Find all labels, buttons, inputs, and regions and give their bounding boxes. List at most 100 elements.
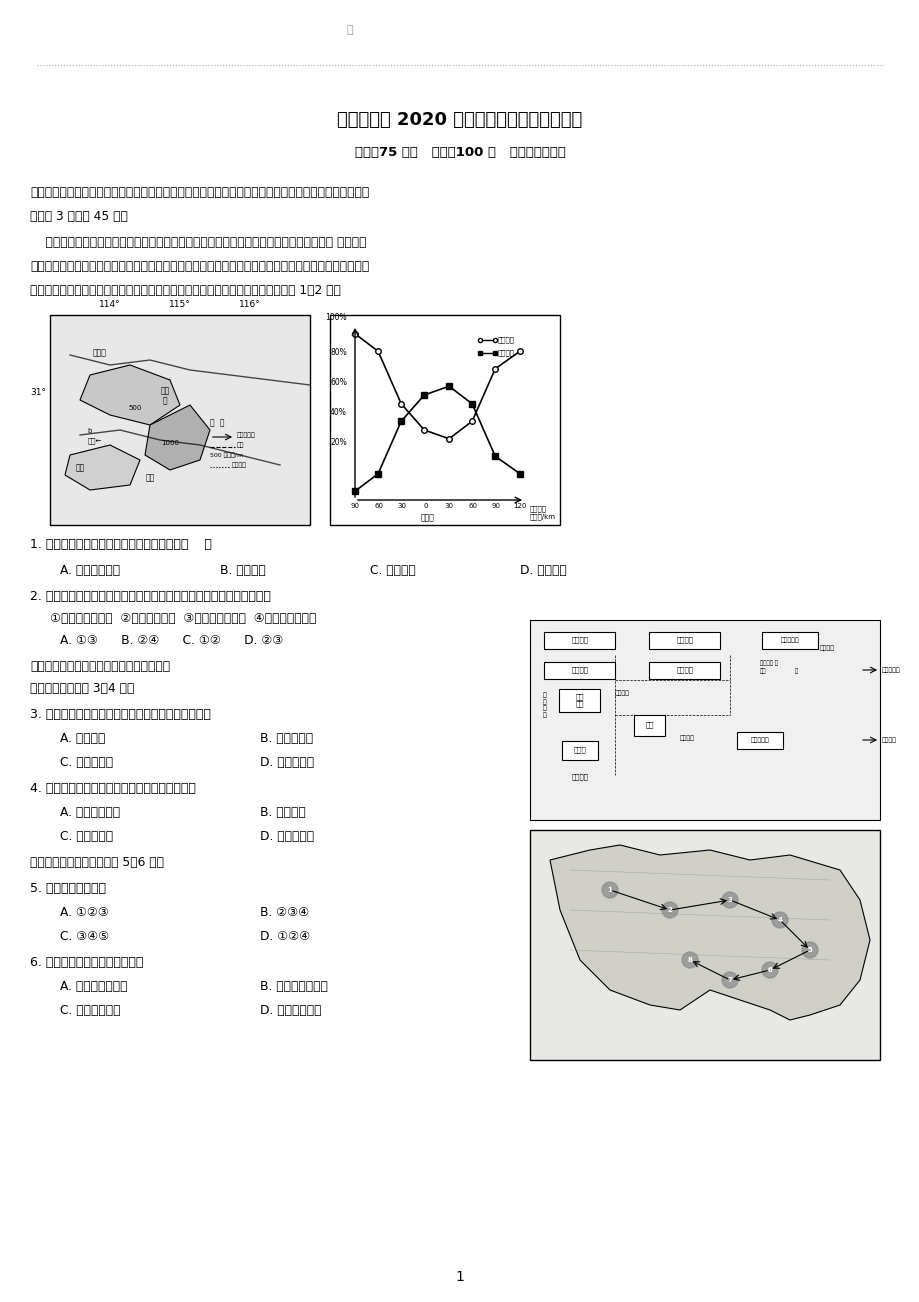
Text: C. ③④⑤: C. ③④⑤ [60,931,109,944]
Text: 调控运输: 调控运输 [679,736,694,741]
Text: 3. 该企业把家具加工厂选择在越南，主要是因为越南: 3. 该企业把家具加工厂选择在越南，主要是因为越南 [30,708,210,721]
Text: 5. 图中输送水电的是: 5. 图中输送水电的是 [30,883,106,896]
Text: 调查路线: 调查路线 [232,462,246,467]
Text: 4: 4 [777,917,782,923]
Text: 6. 煤炭富集地区输出火电有利于: 6. 煤炭富集地区输出火电有利于 [30,957,143,970]
Text: 岳阳市一中 2020 年高二第三次质量检测地理: 岳阳市一中 2020 年高二第三次质量检测地理 [337,111,582,129]
Text: D. 减少当地污染: D. 减少当地污染 [260,1005,321,1017]
Bar [529,620,879,820]
Text: 山脉: 山脉 [237,443,244,448]
Text: 旱地作物: 旱地作物 [497,337,515,344]
Text: B. 大别山区: B. 大别山区 [220,565,266,578]
Text: D. 交通通达度: D. 交通通达度 [260,831,313,844]
Text: 与信阳市: 与信阳市 [529,505,547,512]
FancyBboxPatch shape [761,631,817,648]
Circle shape [801,943,817,958]
Circle shape [771,911,788,928]
Text: 500 等高线/m: 500 等高线/m [210,452,243,458]
Text: 100%: 100% [325,312,346,322]
Text: D. 市场需求大: D. 市场需求大 [260,756,313,769]
Text: 山: 山 [163,396,167,405]
Text: 每小题 3 分，共 45 分）: 每小题 3 分，共 45 分） [30,210,128,223]
FancyBboxPatch shape [562,741,597,759]
Text: 2. 近年来，水旱农业兼作地区的水田农业比重显著下降，其原因可能有: 2. 近年来，水旱农业兼作地区的水田农业比重显著下降，其原因可能有 [30,591,270,604]
Text: 经过大别山区到湖北孝感市之间的水田和旱作农业分布做出的调查结果。据此完成 1～2 题。: 经过大别山区到湖北孝感市之间的水田和旱作农业分布做出的调查结果。据此完成 1～2… [30,284,341,297]
FancyBboxPatch shape [736,732,782,749]
Text: 考
察
交
物: 考 察 交 物 [542,693,546,717]
Text: 2: 2 [667,907,672,913]
FancyBboxPatch shape [649,661,720,678]
Text: 40%: 40% [330,408,346,417]
Text: 阅读西电东送示意图，回答 5～6 题：: 阅读西电东送示意图，回答 5～6 题： [30,857,164,870]
Text: 信阳市: 信阳市 [93,348,107,357]
Text: 31°: 31° [30,388,46,397]
Text: 送货安装: 送货安装 [571,773,588,780]
Circle shape [721,973,737,988]
Text: 一个宽广的水旱农业交错带。下图示意河南省某中学地理兴趣小组的学生对从华北平原上的驻马店市向南: 一个宽广的水旱农业交错带。下图示意河南省某中学地理兴趣小组的学生对从华北平原上的… [30,259,369,272]
Text: 6: 6 [766,967,772,973]
Text: 30: 30 [397,503,406,509]
Text: 4. 该企业在城市布局仓库时考虑的最主要因素是: 4. 该企业在城市布局仓库时考虑的最主要因素是 [30,783,196,796]
Text: 一、单项选择题（下列各题的四个选项中只有一个答案是正确的，请把正确答案的选项填涂在答题卡上，: 一、单项选择题（下列各题的四个选项中只有一个答案是正确的，请把正确答案的选项填涂… [30,185,369,198]
Text: b: b [87,428,92,434]
Circle shape [662,902,677,918]
Text: 武汉: 武汉 [75,464,85,473]
Text: A. 发展高耗能工业: A. 发展高耗能工业 [60,980,128,993]
Polygon shape [80,365,180,424]
Text: 20%: 20% [330,437,346,447]
Text: 、: 、 [346,25,353,35]
Text: 河流、湖泊: 河流、湖泊 [237,432,255,437]
Circle shape [601,881,618,898]
Polygon shape [550,845,869,1019]
Text: B. 发展煤化学工业: B. 发展煤化学工业 [260,980,327,993]
Text: 大别: 大别 [160,385,169,395]
Text: 5: 5 [807,947,811,953]
Text: 仓库: 仓库 [645,721,653,728]
Text: 1. 据图分析水旱农业比重较均衡的地区位于（    ）: 1. 据图分析水旱农业比重较均衡的地区位于（ ） [30,539,211,552]
Text: 国: 国 [794,668,798,674]
Text: 理论上秦岭一淮河一线是我国旱作农业与水田农业的分界线，实际上沿秦岭一淮河南北两 侧存在着: 理论上秦岭一淮河一线是我国旱作农业与水田农业的分界线，实际上沿秦岭一淮河南北两 … [30,236,366,249]
Text: 企业行为: 企业行为 [881,737,896,743]
FancyBboxPatch shape [544,631,615,648]
Bar [330,315,560,525]
Text: 1: 1 [455,1269,464,1284]
Text: 90: 90 [350,503,359,509]
Text: 后台作业: 后台作业 [614,690,630,697]
Text: D. ①②④: D. ①②④ [260,931,310,944]
Text: 114°: 114° [99,299,120,309]
Text: 0: 0 [423,503,427,509]
Polygon shape [65,445,140,490]
Text: 商品评价 运: 商品评价 运 [759,660,777,667]
Text: 企业总部: 企业总部 [675,667,693,673]
Text: C. 加工水平高: C. 加工水平高 [60,756,113,769]
Text: 116°: 116° [239,299,261,309]
Text: ①水田作物产量低  ②水田撂荒严重  ③农村劳动力减少  ④机械化水平提高: ①水田作物产量低 ②水田撂荒严重 ③农村劳动力减少 ④机械化水平提高 [50,612,316,625]
Text: 1000: 1000 [161,440,179,447]
Text: 60: 60 [468,503,477,509]
Text: 60: 60 [374,503,382,509]
Text: 到中: 到中 [759,668,766,674]
Bar [50,315,310,525]
Text: A. 与生产地距高: A. 与生产地距高 [60,806,120,819]
Text: A. 原料充足: A. 原料充足 [60,733,106,746]
Text: C. 提高经济效益: C. 提高经济效益 [60,1005,120,1017]
Text: 销售者住址: 销售者住址 [750,737,768,743]
Text: 30: 30 [444,503,453,509]
Text: 孝感←: 孝感← [87,437,102,444]
FancyBboxPatch shape [559,689,600,711]
Text: 115°: 115° [169,299,190,309]
Text: 120: 120 [513,503,526,509]
Text: 右图示意我国某家具企业设计、生产和销售: 右图示意我国某家具企业设计、生产和销售 [30,660,170,673]
Text: 8: 8 [686,957,692,963]
Circle shape [761,962,777,978]
Text: 90: 90 [492,503,500,509]
Text: 商品设计: 商品设计 [675,637,693,643]
Circle shape [681,952,698,967]
FancyBboxPatch shape [544,661,615,678]
FancyBboxPatch shape [649,631,720,648]
Text: 水田作物: 水田作物 [497,350,515,357]
Text: 信阳市: 信阳市 [420,513,434,522]
Text: 越南家具厂: 越南家具厂 [780,637,799,643]
Text: C. 武汉地区: C. 武汉地区 [369,565,415,578]
FancyBboxPatch shape [634,715,664,736]
